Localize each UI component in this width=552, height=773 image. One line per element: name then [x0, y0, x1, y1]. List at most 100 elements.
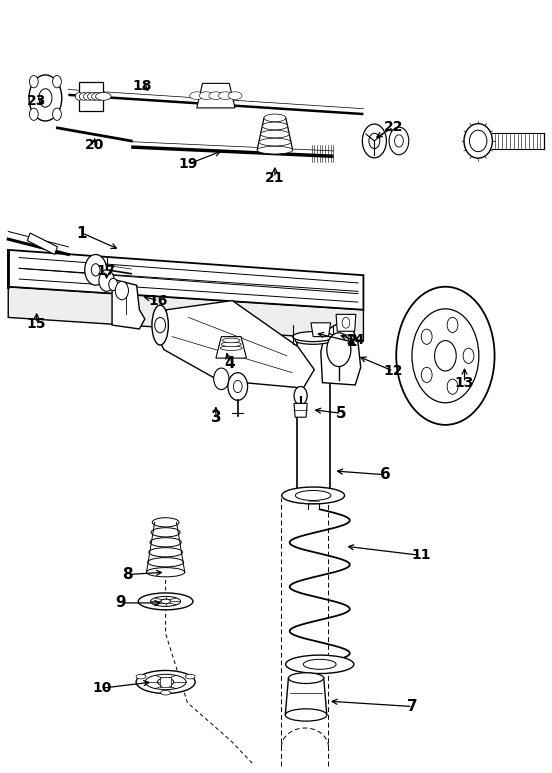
Polygon shape [257, 118, 293, 150]
Ellipse shape [222, 338, 240, 342]
Circle shape [214, 368, 229, 390]
Ellipse shape [152, 518, 179, 527]
Ellipse shape [95, 93, 111, 100]
Text: 8: 8 [122, 567, 132, 582]
Text: 10: 10 [93, 681, 112, 695]
Circle shape [421, 367, 432, 383]
Circle shape [233, 380, 242, 393]
Circle shape [447, 379, 458, 394]
Circle shape [155, 318, 166, 333]
Circle shape [115, 281, 129, 300]
Ellipse shape [228, 92, 242, 100]
Polygon shape [28, 233, 57, 254]
Circle shape [447, 318, 458, 332]
Ellipse shape [469, 130, 487, 152]
Polygon shape [321, 322, 360, 385]
Ellipse shape [285, 655, 354, 673]
Circle shape [294, 386, 307, 405]
Ellipse shape [150, 538, 181, 547]
Text: 20: 20 [85, 138, 104, 152]
Ellipse shape [285, 709, 327, 721]
Circle shape [29, 76, 38, 88]
Ellipse shape [136, 674, 146, 679]
Circle shape [99, 270, 114, 291]
Circle shape [52, 76, 61, 88]
Circle shape [362, 124, 386, 158]
Ellipse shape [220, 346, 242, 350]
Ellipse shape [149, 547, 183, 557]
Polygon shape [216, 336, 247, 358]
Circle shape [342, 318, 350, 329]
Circle shape [421, 329, 432, 344]
Circle shape [434, 341, 456, 371]
Text: 22: 22 [384, 120, 403, 134]
Polygon shape [336, 315, 356, 332]
Ellipse shape [295, 336, 331, 344]
Ellipse shape [221, 342, 241, 346]
Circle shape [52, 108, 61, 121]
Polygon shape [311, 323, 331, 336]
Circle shape [228, 373, 248, 400]
Text: 5: 5 [336, 406, 347, 421]
Circle shape [109, 278, 118, 291]
Ellipse shape [199, 92, 213, 100]
Circle shape [327, 333, 351, 366]
Ellipse shape [261, 130, 289, 138]
Text: 16: 16 [149, 294, 168, 308]
Circle shape [463, 348, 474, 363]
Ellipse shape [464, 124, 492, 158]
Text: 9: 9 [115, 595, 125, 611]
Ellipse shape [282, 487, 344, 504]
Ellipse shape [92, 93, 105, 100]
Ellipse shape [136, 670, 195, 693]
Text: 14: 14 [346, 333, 365, 347]
Text: 15: 15 [27, 317, 46, 331]
Ellipse shape [190, 92, 204, 100]
Text: 12: 12 [384, 364, 403, 378]
Circle shape [29, 108, 38, 121]
Circle shape [412, 309, 479, 403]
Text: 19: 19 [179, 157, 198, 171]
Text: 23: 23 [27, 94, 46, 108]
Circle shape [39, 89, 52, 107]
Text: 17: 17 [97, 264, 116, 278]
Circle shape [369, 133, 380, 148]
Circle shape [91, 264, 100, 276]
Polygon shape [158, 301, 314, 388]
Ellipse shape [295, 491, 331, 500]
Ellipse shape [151, 528, 180, 537]
Text: 21: 21 [265, 171, 285, 185]
Ellipse shape [152, 305, 168, 345]
Polygon shape [285, 678, 327, 715]
Circle shape [395, 135, 404, 147]
Ellipse shape [83, 93, 94, 100]
Ellipse shape [288, 673, 323, 683]
Polygon shape [8, 287, 363, 340]
Text: 11: 11 [411, 548, 431, 562]
Text: 6: 6 [380, 467, 391, 482]
Ellipse shape [219, 92, 232, 100]
Text: 7: 7 [407, 699, 418, 714]
Ellipse shape [151, 597, 181, 606]
Text: 13: 13 [455, 376, 474, 390]
Polygon shape [294, 404, 307, 417]
Text: 18: 18 [132, 79, 152, 93]
Ellipse shape [161, 690, 171, 695]
Text: 2: 2 [347, 335, 358, 349]
Ellipse shape [209, 92, 223, 100]
Circle shape [396, 287, 495, 425]
Ellipse shape [157, 678, 174, 686]
Polygon shape [8, 250, 363, 310]
Ellipse shape [76, 93, 83, 100]
Ellipse shape [79, 93, 89, 100]
Ellipse shape [146, 567, 185, 577]
Text: 1: 1 [77, 226, 87, 240]
Ellipse shape [262, 122, 288, 130]
Circle shape [389, 127, 409, 155]
Text: 3: 3 [210, 410, 221, 424]
Ellipse shape [257, 146, 293, 154]
Polygon shape [79, 82, 103, 111]
Ellipse shape [303, 659, 336, 669]
Ellipse shape [87, 93, 100, 100]
Ellipse shape [293, 332, 333, 342]
